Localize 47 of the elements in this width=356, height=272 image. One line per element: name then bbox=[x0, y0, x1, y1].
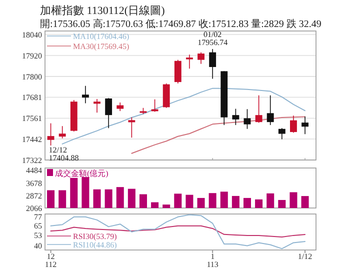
y-tick-label: 77 bbox=[34, 212, 42, 222]
candlestick bbox=[105, 98, 112, 129]
candlestick bbox=[162, 83, 170, 108]
annotation: 01/02 17956.74 bbox=[198, 30, 228, 48]
y-tick-label: 17561 bbox=[22, 114, 42, 124]
candlestick bbox=[302, 116, 308, 135]
candlestick bbox=[290, 115, 297, 134]
candlestick bbox=[255, 94, 262, 124]
x-tick-label: 12 112 bbox=[44, 252, 57, 269]
candlestick bbox=[232, 108, 240, 126]
chart-title: 加權指數 1130112(日線圖) bbox=[40, 4, 166, 17]
candlestick bbox=[186, 54, 193, 69]
candlestick bbox=[278, 128, 286, 140]
x-tick-label: 1 113 bbox=[206, 252, 218, 269]
y-tick-label: 2872 bbox=[26, 191, 42, 200]
legend-label: MA10(17604.46) bbox=[73, 32, 130, 41]
y-tick-label: 4484 bbox=[26, 166, 42, 176]
candlestick bbox=[47, 122, 54, 146]
y-tick-label: 18040 bbox=[22, 30, 42, 40]
y-tick-label: 65 bbox=[34, 222, 42, 231]
y-tick-label: 17681 bbox=[22, 93, 42, 102]
y-tick-label: 17322 bbox=[22, 156, 42, 165]
candlestick bbox=[82, 85, 89, 104]
legend-label: MA30(17569.45) bbox=[73, 42, 130, 51]
legend-label: 成交金額(億元) bbox=[55, 169, 109, 178]
y-tick-label: 53 bbox=[34, 231, 42, 240]
chart-subtitle: 開:17536.05 高:17570.63 低:17469.87 收:17512.83 量:2829 跌 32.49 bbox=[40, 18, 322, 30]
candlestick bbox=[209, 48, 216, 80]
y-tick-label: 17442 bbox=[22, 135, 42, 144]
candlestick bbox=[58, 126, 66, 139]
y-tick-label: 17920 bbox=[22, 51, 42, 60]
line-series bbox=[62, 88, 306, 144]
legend-label: RSI10(44.86) bbox=[73, 240, 118, 250]
annotation: 12/12 17404.88 bbox=[48, 146, 79, 163]
candlestick bbox=[174, 59, 182, 84]
legend-label: RSI30(53.79) bbox=[73, 232, 118, 241]
y-tick-label: 2066 bbox=[26, 204, 42, 213]
x-tick-label: 1/12 bbox=[298, 252, 312, 261]
candlestick bbox=[198, 52, 204, 64]
candlestick bbox=[244, 108, 251, 130]
candlestick bbox=[266, 94, 274, 126]
y-tick-label: 17800 bbox=[22, 72, 42, 82]
y-tick-label: 3678 bbox=[26, 178, 42, 188]
y-tick-label: 40 bbox=[34, 241, 42, 250]
candlestick bbox=[128, 116, 136, 138]
line-series bbox=[50, 214, 306, 250]
candlestick bbox=[94, 98, 100, 114]
